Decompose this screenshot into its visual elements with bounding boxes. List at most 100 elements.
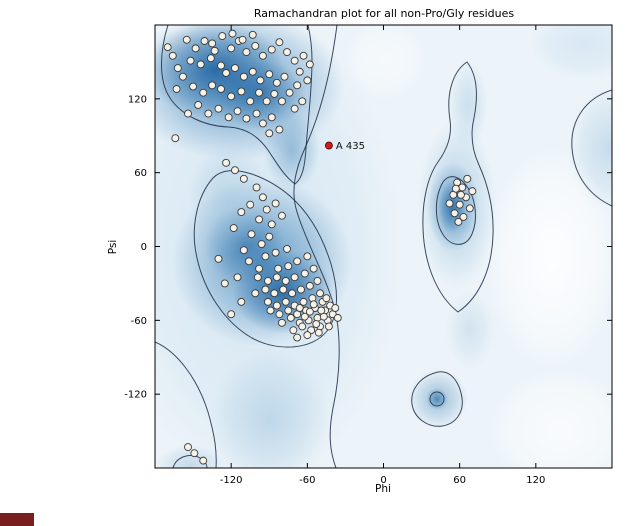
x-axis-label: Phi	[375, 483, 391, 495]
residue-point	[208, 81, 217, 90]
residue-point	[239, 246, 248, 255]
residue-point	[266, 306, 275, 315]
residue-point	[220, 279, 229, 288]
x-tick-label: -60	[299, 475, 315, 486]
residue-point	[227, 44, 236, 53]
residue-point	[252, 183, 261, 192]
residue-point	[271, 199, 280, 208]
contour-minor-inner	[429, 391, 445, 407]
residue-point	[171, 134, 180, 143]
residue-point	[305, 281, 314, 290]
residue-point	[303, 331, 312, 340]
residue-point	[242, 114, 251, 123]
residue-point	[200, 37, 209, 45]
residue-point	[237, 208, 246, 216]
highlighted-residue-label: A 435	[336, 141, 365, 152]
residue-point	[265, 129, 274, 138]
residue-point	[313, 277, 322, 285]
residue-point	[227, 92, 236, 101]
residue-point	[262, 205, 271, 214]
residue-point	[288, 289, 297, 298]
contour-minor-outer	[411, 371, 463, 427]
residue-point	[265, 232, 274, 241]
residue-point	[247, 230, 256, 239]
residue-point	[281, 297, 290, 306]
residue-point	[267, 220, 276, 229]
residue-point	[324, 322, 333, 331]
residue-point	[286, 313, 295, 322]
residue-point	[228, 29, 237, 38]
residue-point	[303, 76, 312, 85]
residue-point	[317, 306, 326, 315]
residue-point	[255, 215, 264, 224]
residue-point	[274, 264, 283, 273]
residue-point	[272, 301, 281, 310]
residue-point	[272, 78, 281, 87]
residue-point	[255, 264, 264, 273]
residue-point	[258, 193, 267, 202]
residue-point	[445, 199, 454, 208]
residue-point	[297, 285, 305, 294]
residue-point	[333, 313, 342, 322]
residue-point	[199, 88, 208, 97]
residue-point	[314, 328, 323, 337]
residue-point	[255, 88, 264, 97]
residue-point	[252, 109, 261, 118]
y-tick-label: 120	[128, 94, 147, 105]
residue-point	[281, 277, 290, 285]
residue-point	[454, 217, 463, 226]
residue-point	[208, 39, 217, 48]
residue-point	[303, 252, 312, 261]
residue-point	[270, 89, 279, 98]
residue-point	[272, 273, 281, 282]
axis-ticks: -120 -60 0 60 120 -120 -60 0 60 120	[124, 25, 612, 486]
contour-layer	[155, 25, 612, 468]
residue-point	[465, 204, 474, 213]
residue-point	[214, 254, 223, 263]
contour-lefthanded-outer	[422, 61, 494, 313]
residue-point	[293, 257, 302, 266]
residue-point	[163, 43, 172, 52]
y-tick-label: -120	[124, 390, 147, 401]
residue-point	[267, 45, 276, 54]
scatter-points	[163, 29, 477, 465]
residue-point	[253, 273, 262, 282]
residue-point	[196, 60, 205, 69]
residue-point	[275, 125, 284, 134]
residue-point	[299, 51, 308, 60]
residue-point	[239, 72, 248, 81]
density-blob	[345, 25, 425, 100]
residue-point	[222, 69, 231, 77]
residue-point	[305, 60, 314, 69]
density-blob	[445, 290, 495, 370]
residue-point	[231, 64, 239, 73]
y-axis-label: Psi	[107, 240, 119, 255]
residue-point	[239, 174, 248, 183]
residue-point	[256, 76, 265, 85]
residue-point	[265, 70, 274, 79]
y-tick-label: 0	[141, 242, 147, 253]
residue-point	[246, 200, 255, 209]
residue-point	[455, 200, 464, 209]
residue-point	[190, 449, 199, 458]
residue-point	[262, 97, 271, 106]
residue-point	[194, 101, 203, 109]
residue-point	[463, 174, 472, 183]
residue-point	[231, 166, 239, 175]
density-blob	[210, 350, 330, 468]
residue-point	[290, 104, 299, 113]
residue-point	[322, 294, 331, 303]
density-blob	[426, 388, 448, 410]
contour-right-edge	[571, 89, 612, 207]
residue-point	[300, 312, 309, 321]
density-blob	[487, 148, 612, 368]
residue-point	[290, 273, 299, 282]
residue-point	[224, 113, 233, 122]
y-tick-label: 60	[134, 168, 147, 179]
x-tick-label: 120	[526, 475, 545, 486]
density-blob	[490, 370, 612, 468]
contour-outer-right	[293, 25, 340, 468]
residue-point	[289, 326, 298, 335]
residue-point	[264, 277, 272, 285]
residue-point	[258, 119, 267, 128]
